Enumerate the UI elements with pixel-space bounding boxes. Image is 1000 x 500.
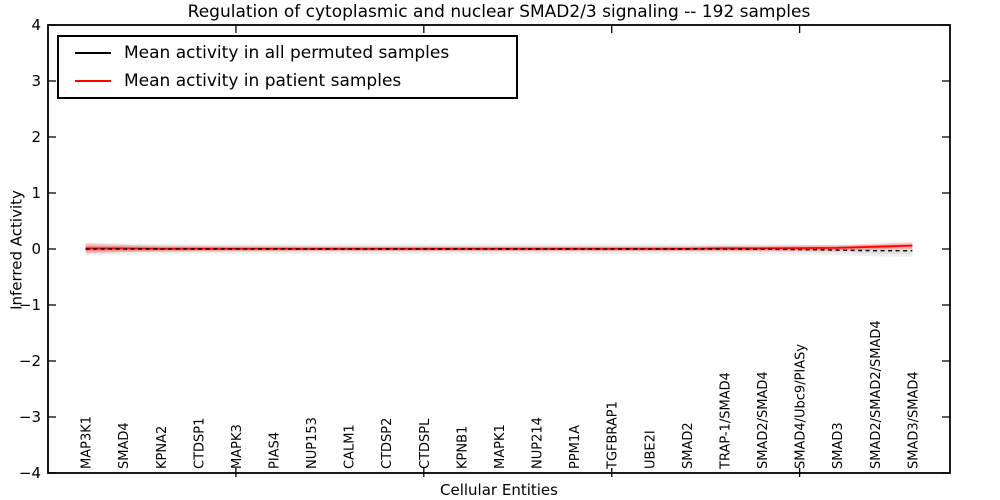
patient-band [85,242,913,254]
patient-line-swatch [75,79,111,82]
permuted-mean-line [85,248,913,252]
x-category-label: SMAD4 [117,422,132,469]
x-category-label: NUP214 [531,417,546,469]
x-category-label: UBE2I [643,430,658,469]
y-tick-label: 4 [31,16,41,34]
x-category-label: SMAD2/SMAD4 [756,371,771,469]
permuted-band [85,242,913,257]
x-axis-title: Cellular Entities [440,481,558,499]
y-axis-title: Inferred Activity [7,190,26,310]
y-tick-labels: 4 3 2 1 0 −1 −2 −3 −4 [19,16,41,482]
y-tick-label: 2 [31,128,41,146]
chart-title: Regulation of cytoplasmic and nuclear SM… [187,2,811,22]
x-category-label: SMAD4/Ubc9/PIASy [794,344,809,469]
x-category-label: MAPK3 [230,424,245,469]
x-category-label: TRAP-1/SMAD4 [718,372,733,470]
x-category-label: NUP153 [305,417,320,469]
axes-box-and-ticks [47,24,951,477]
y-tick-label: 0 [31,240,41,258]
legend-row-permuted: Mean activity in all permuted samples [59,40,516,66]
x-category-label: CALM1 [343,424,358,469]
x-category-label: SMAD2 [681,422,696,469]
y-tick-label: −2 [19,352,41,370]
x-category-label: SMAD3/SMAD4 [906,371,921,469]
x-category-label: CTDSP2 [380,418,395,469]
y-tick-label: −1 [19,296,41,314]
x-category-label: MAPK1 [493,424,508,469]
permuted-line-swatch [75,52,111,55]
x-category-label: PIAS4 [268,432,283,469]
x-category-label: MAP3K1 [80,416,95,469]
legend-label-permuted: Mean activity in all permuted samples [124,43,450,64]
legend-label-patient: Mean activity in patient samples [124,70,402,91]
x-category-label: TGFBRAP1 [606,401,621,470]
x-category-label: SMAD2/SMAD2/SMAD4 [869,320,884,469]
x-category-label: PPM1A [568,425,583,469]
y-tick-label: 1 [31,184,41,202]
series-lines [85,244,913,252]
x-category-label: CTDSP1 [192,418,207,469]
y-tick-label: −3 [19,408,41,426]
y-tick-label: −4 [19,464,41,482]
legend: Mean activity in all permuted samples Me… [57,35,518,99]
x-category-labels: MAP3K1 SMAD4 KPNA2 CTDSP1 MAPK3 PIAS4 NUP153 CA… [80,320,922,470]
y-tick-label: 3 [31,72,41,90]
legend-row-patient: Mean activity in patient samples [59,68,516,94]
x-category-label: SMAD3 [831,422,846,469]
x-category-label: KPNB1 [455,426,470,469]
x-category-label: KPNA2 [155,426,170,469]
x-category-label: CTDSPL [418,418,433,469]
